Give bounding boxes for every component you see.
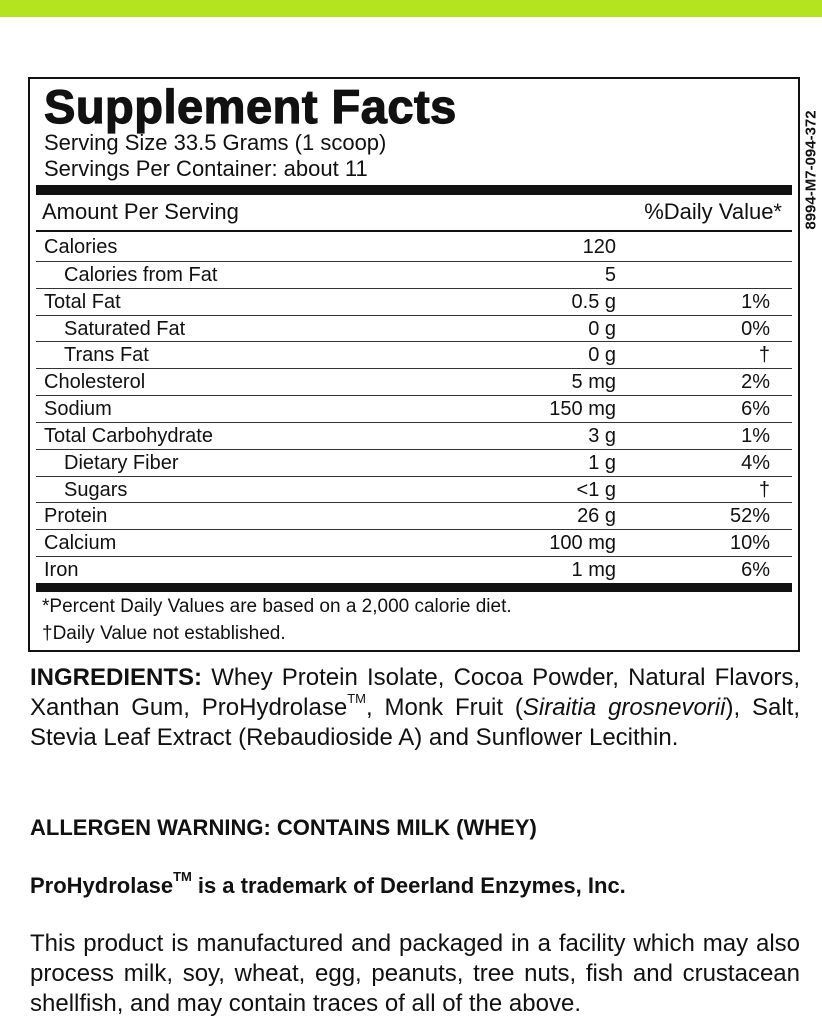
nutrient-name: Calcium (44, 532, 117, 555)
nutrient-row: Total Carbohydrate 3 g 1% (36, 421, 792, 449)
allergen-warning: ALLERGEN WARNING: CONTAINS MILK (WHEY) (30, 815, 537, 840)
nutrient-name: Sugars (64, 478, 128, 501)
dv-header: %Daily Value* (644, 199, 782, 224)
nutrient-row: Calcium 100 mg 10% (36, 529, 792, 556)
facility-note: This product is manufactured and package… (30, 930, 800, 1017)
title: Supplement Facts (43, 79, 457, 133)
nutrient-daily-value: † (758, 478, 770, 501)
nutrient-daily-value: 1% (741, 290, 770, 313)
nutrient-amount: 100 mg (549, 532, 616, 555)
nutrient-amount: 3 g (588, 424, 616, 447)
nutrient-daily-value: 4% (741, 451, 770, 474)
trademark-note: ProHydrolaseTM is a trademark of Deerland… (30, 869, 800, 901)
trademark-symbol: TM (347, 691, 366, 706)
nutrient-row: Protein 26 g 52% (36, 502, 792, 529)
nutrient-amount: 0 g (588, 317, 616, 340)
thick-rule (36, 583, 792, 592)
footnote: †Daily Value not established. (42, 623, 286, 644)
trademark-text: is a trademark of Deerland Enzymes, Inc. (197, 873, 626, 898)
servings-per-container: Servings Per Container: about 11 (44, 156, 368, 181)
ingredients: INGREDIENTS: Whey Protein Isolate, Cocoa… (30, 663, 800, 753)
nutrient-row: Iron 1 mg 6% (36, 556, 792, 583)
nutrient-name: Protein (44, 505, 108, 528)
nutrient-name: Total Carbohydrate (44, 424, 213, 447)
nutrient-name: Iron (44, 559, 79, 582)
nutrient-row: Saturated Fat 0 g 0% (36, 314, 792, 342)
ingredients-label: INGREDIENTS: (30, 664, 203, 691)
nutrient-row: Total Fat 0.5 g 1% (36, 287, 792, 315)
nutrient-name: Saturated Fat (64, 317, 186, 340)
nutrient-amount: <1 g (576, 478, 616, 501)
nutrient-row: Sugars <1 g † (36, 475, 792, 503)
nutrient-row: Calories 120 (36, 234, 792, 261)
nutrient-daily-value: 1% (741, 424, 770, 447)
nutrient-name: Sodium (44, 398, 112, 421)
nutrient-daily-value: 52% (729, 505, 770, 528)
nutrient-daily-value: 0% (741, 317, 770, 340)
ingredients-italic: Siraitia grosnevorii (522, 694, 726, 721)
nutrient-row: Cholesterol 5 mg 2% (36, 368, 792, 395)
nutrient-amount: 150 mg (549, 398, 616, 421)
nutrient-daily-value: 6% (741, 559, 770, 582)
nutrient-row: Dietary Fiber 1 g 4% (36, 448, 792, 476)
nutrient-name: Trans Fat (64, 344, 149, 367)
serving-size: Serving Size 33.5 Grams (1 scoop) (44, 130, 387, 155)
nutrient-name: Calories (44, 236, 118, 258)
nutrient-name: Total Fat (44, 290, 121, 313)
nutrient-amount: 5 (604, 263, 616, 286)
nutrient-amount: 26 g (577, 505, 616, 528)
rule (36, 230, 792, 232)
ingredients-text: ), Salt, Stevia Leaf Extract (Rebaudiosi… (30, 694, 800, 751)
ingredients-text: , Monk Fruit ( (365, 694, 523, 721)
nutrient-amount: 1 mg (571, 559, 616, 582)
thick-rule (36, 185, 792, 195)
footnote: *Percent Daily Values are based on a 2,0… (42, 596, 512, 617)
supplement-facts-panel: Supplement Facts Serving Size 33.5 Grams… (28, 77, 800, 652)
nutrient-row: Trans Fat 0 g † (36, 341, 792, 368)
nutrient-amount: 120 (582, 236, 616, 258)
nutrient-row: Calories from Fat 5 (36, 260, 792, 288)
nutrient-rows: Calories 120 Calories from Fat 5 Total Fat 0.… (36, 234, 792, 583)
nutrient-daily-value: 6% (741, 398, 770, 421)
trademark-name: ProHydrolase (30, 873, 174, 898)
amount-header: Amount Per Serving (42, 199, 239, 224)
nutrient-daily-value: † (758, 344, 770, 367)
ingredients-text: Whey Protein Isolate, Cocoa Powder, Natu… (30, 664, 800, 721)
top-bar (0, 0, 822, 17)
nutrient-amount: 0.5 g (571, 290, 616, 313)
nutrient-daily-value: 10% (729, 532, 770, 555)
nutrient-row: Sodium 150 mg 6% (36, 395, 792, 422)
nutrient-name: Calories from Fat (64, 263, 218, 286)
nutrient-amount: 5 mg (571, 371, 616, 394)
nutrient-amount: 1 g (588, 451, 616, 474)
trademark-symbol: TM (173, 869, 192, 884)
product-code: 8994-M7-094-372 (802, 110, 820, 230)
nutrient-name: Dietary Fiber (64, 451, 179, 474)
nutrient-daily-value: 2% (741, 371, 770, 394)
nutrient-amount: 0 g (588, 344, 616, 367)
nutrient-name: Cholesterol (44, 371, 146, 394)
